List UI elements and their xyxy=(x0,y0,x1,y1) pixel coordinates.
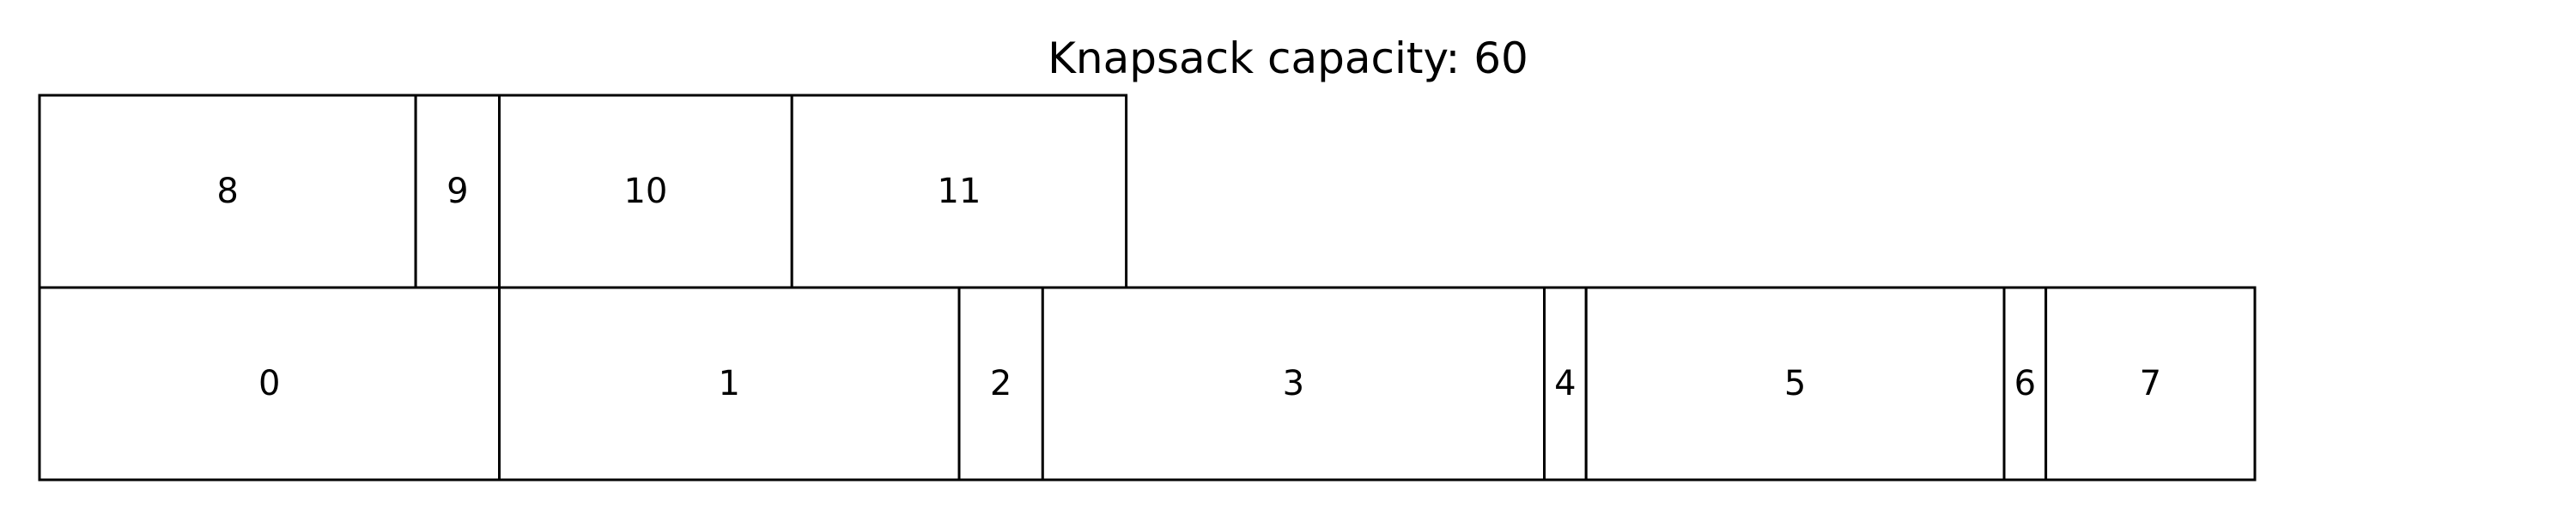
item-label-2: 2 xyxy=(990,364,1012,403)
knapsack-rows: 8 9 10 11 0 1 2 3 4 5 6 7 xyxy=(38,94,2257,482)
item-box-3 xyxy=(1041,286,1546,482)
item-box-8 xyxy=(38,94,417,289)
item-box-7 xyxy=(2044,286,2257,482)
knapsack-row-0: 8 9 10 11 xyxy=(38,94,1128,289)
item-label-7: 7 xyxy=(2140,364,2161,403)
item-label-0: 0 xyxy=(258,364,280,403)
item-label-10: 10 xyxy=(623,172,667,211)
item-box-5 xyxy=(1584,286,2006,482)
item-label-11: 11 xyxy=(938,172,981,211)
item-label-5: 5 xyxy=(1784,364,1806,403)
item-box-0 xyxy=(38,286,501,482)
item-box-10 xyxy=(498,94,793,289)
item-label-3: 3 xyxy=(1283,364,1304,403)
item-label-1: 1 xyxy=(718,364,739,403)
knapsack-row-1: 0 1 2 3 4 5 6 7 xyxy=(38,286,2257,482)
item-box-11 xyxy=(790,94,1128,289)
item-box-1 xyxy=(498,286,961,482)
item-label-6: 6 xyxy=(2014,364,2036,403)
item-label-8: 8 xyxy=(216,172,238,211)
item-box-9 xyxy=(414,94,501,289)
item-label-4: 4 xyxy=(1554,364,1576,403)
diagram-title: Knapsack capacity: 60 xyxy=(1048,33,1528,83)
item-box-2 xyxy=(957,286,1044,482)
item-box-4 xyxy=(1543,286,1588,482)
item-label-9: 9 xyxy=(447,172,468,211)
